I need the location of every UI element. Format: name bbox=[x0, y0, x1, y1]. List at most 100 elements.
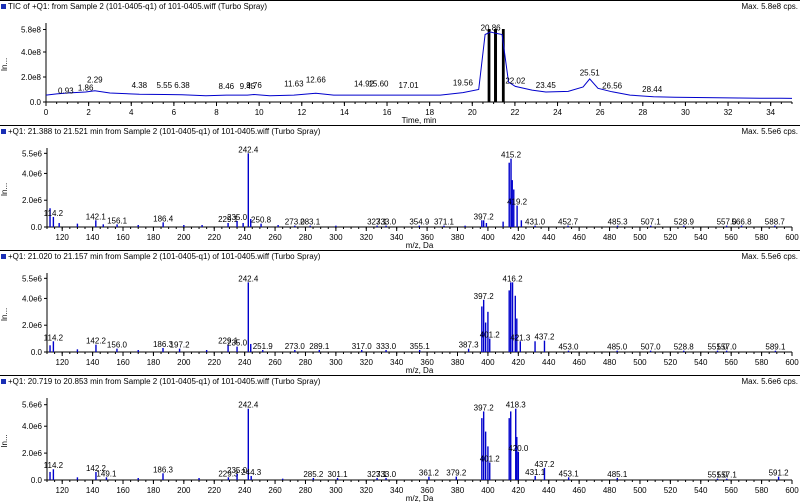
peak-label: 485.0 bbox=[607, 343, 628, 352]
peak-label: 114.2 bbox=[44, 209, 64, 218]
x-tick-label: 540 bbox=[694, 358, 708, 367]
peak-label: 327.1 bbox=[367, 218, 388, 227]
y-tick-label: 2.0e6 bbox=[22, 449, 43, 458]
shaded-range bbox=[487, 29, 491, 102]
x-tick-label: 120 bbox=[56, 233, 70, 242]
x-tick-label: 120 bbox=[56, 486, 70, 495]
peak-label: 420.0 bbox=[508, 444, 529, 453]
peak-label: 421.3 bbox=[510, 333, 531, 342]
square-icon bbox=[1, 4, 6, 9]
shaded-range bbox=[494, 29, 498, 102]
x-tick-label: 20 bbox=[468, 108, 477, 117]
x-tick-label: 220 bbox=[208, 486, 222, 495]
peak-label: 197.2 bbox=[170, 341, 191, 350]
peak-label: 235.0 bbox=[227, 213, 248, 222]
spectrum-1-header: +Q1: 21.388 to 21.521 min from Sample 2 … bbox=[0, 125, 800, 139]
x-tick-label: 14 bbox=[340, 108, 349, 117]
y-axis-label: In... bbox=[0, 58, 9, 71]
peak-label: 416.2 bbox=[503, 274, 524, 283]
peak-label: 485.3 bbox=[608, 218, 629, 227]
x-tick-label: 580 bbox=[755, 486, 769, 495]
peak-label: 327.1 bbox=[367, 470, 388, 479]
peak-label: 289.1 bbox=[309, 342, 330, 351]
x-tick-label: 300 bbox=[329, 358, 343, 367]
peak-label: 401.2 bbox=[480, 331, 501, 340]
x-tick-label: 440 bbox=[542, 486, 556, 495]
y-tick-label: 4.0e6 bbox=[22, 294, 43, 303]
peak-label: 354.9 bbox=[409, 218, 430, 227]
peak-label: 551.0 bbox=[707, 343, 728, 352]
peak-label: 8.46 bbox=[219, 82, 235, 91]
peak-label: 419.2 bbox=[507, 198, 528, 207]
x-tick-label: 180 bbox=[147, 486, 161, 495]
x-tick-label: 360 bbox=[420, 358, 434, 367]
peak-label: 507.1 bbox=[641, 218, 662, 227]
x-tick-label: 460 bbox=[572, 486, 586, 495]
y-tick-label: 5.5e6 bbox=[22, 274, 43, 283]
x-tick-label: 260 bbox=[268, 233, 282, 242]
peak-label: 20.86 bbox=[481, 23, 502, 32]
x-axis-label: m/z, Da bbox=[406, 366, 434, 375]
x-tick-label: 320 bbox=[360, 233, 374, 242]
peak-label: 333.0 bbox=[376, 470, 397, 479]
y-tick-label: 0.0 bbox=[31, 476, 43, 485]
y-tick-label: 5.8e8 bbox=[21, 26, 42, 35]
tic-title: TIC of +Q1: from Sample 2 (101-0405-q1) … bbox=[8, 2, 268, 11]
x-tick-label: 420 bbox=[512, 233, 526, 242]
peak-label: 242.4 bbox=[238, 401, 259, 410]
x-tick-label: 360 bbox=[420, 233, 434, 242]
y-tick-label: 5.5e6 bbox=[22, 149, 43, 158]
spectrum-3-chart[interactable]: 0.0 2.0e6 4.0e6 5.6e6 In... 120 140 160 180 200 22… bbox=[0, 388, 800, 503]
x-tick-label: 400 bbox=[481, 358, 495, 367]
x-tick-label: 380 bbox=[451, 233, 465, 242]
x-tick-label: 520 bbox=[664, 358, 678, 367]
x-tick-label: 280 bbox=[299, 358, 313, 367]
x-tick-label: 16 bbox=[383, 108, 392, 117]
spectrum-panel-2: +Q1: 21.020 to 21.157 min from Sample 2 … bbox=[0, 250, 800, 375]
x-tick-label: 480 bbox=[603, 233, 617, 242]
x-tick-label: 240 bbox=[238, 233, 252, 242]
peak-label: 1.86 bbox=[78, 83, 94, 92]
peak-label: 9.45 bbox=[240, 82, 256, 91]
peak-label: 528.8 bbox=[674, 343, 695, 352]
peak-label: 242.4 bbox=[238, 274, 259, 283]
x-tick-label: 520 bbox=[664, 486, 678, 495]
peak-label: 14.92 bbox=[354, 80, 375, 89]
spectrum-1-max-label: Max. 5.5e6 cps. bbox=[741, 127, 798, 136]
spectrum-2-chart[interactable]: 0.0 2.0e6 4.0e6 5.5e6 In... 120 140 160 180 200 22… bbox=[0, 263, 800, 375]
x-tick-label: 140 bbox=[86, 486, 100, 495]
x-tick-label: 460 bbox=[572, 233, 586, 242]
x-tick-label: 6 bbox=[172, 108, 177, 117]
peak-label: 397.2 bbox=[474, 212, 495, 221]
peak-label: 301.1 bbox=[328, 470, 349, 479]
peak-label: 15.60 bbox=[368, 80, 389, 89]
x-tick-label: 320 bbox=[360, 486, 374, 495]
x-tick-label: 500 bbox=[633, 486, 647, 495]
peak-label: 229.1 bbox=[218, 215, 239, 224]
peak-label: 2.29 bbox=[87, 75, 103, 84]
peak-label: 251.9 bbox=[253, 342, 274, 351]
x-tick-label: 34 bbox=[766, 108, 775, 117]
peak-label: 528.9 bbox=[674, 218, 695, 227]
peak-label: 333.0 bbox=[376, 342, 397, 351]
x-tick-label: 220 bbox=[208, 358, 222, 367]
peak-label: 551.0 bbox=[707, 471, 728, 480]
peak-label: 588.7 bbox=[765, 218, 786, 227]
x-tick-label: 480 bbox=[603, 358, 617, 367]
peak-label: 25.51 bbox=[580, 68, 601, 77]
x-tick-label: 540 bbox=[694, 233, 708, 242]
x-tick-label: 480 bbox=[603, 486, 617, 495]
x-tick-label: 280 bbox=[299, 486, 313, 495]
peak-label: 557.1 bbox=[717, 471, 738, 480]
x-tick-label: 440 bbox=[542, 358, 556, 367]
x-tick-label: 520 bbox=[664, 233, 678, 242]
x-tick-label: 32 bbox=[724, 108, 733, 117]
spectrum-3-max-label: Max. 5.6e6 cps. bbox=[741, 377, 798, 386]
peak-label: 156.1 bbox=[107, 216, 128, 225]
spectrum-1-chart[interactable]: 0.0 2.0e6 4.0e6 5.5e6 In... 120 140 160 180 200 22… bbox=[0, 138, 800, 250]
y-tick-label: 0.0 bbox=[31, 223, 43, 232]
peak-label: 379.2 bbox=[446, 469, 467, 478]
peak-label: 5.55 bbox=[157, 81, 173, 90]
spectrum-1-title: +Q1: 21.388 to 21.521 min from Sample 2 … bbox=[8, 127, 321, 136]
